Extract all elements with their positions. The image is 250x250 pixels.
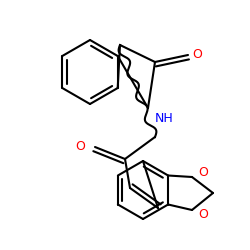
Text: O: O [75, 140, 85, 152]
Text: NH: NH [155, 112, 174, 124]
Text: O: O [198, 166, 208, 179]
Text: O: O [192, 48, 202, 62]
Text: O: O [198, 208, 208, 220]
